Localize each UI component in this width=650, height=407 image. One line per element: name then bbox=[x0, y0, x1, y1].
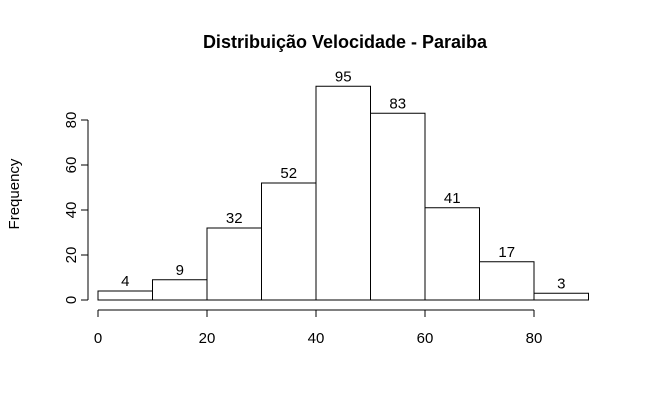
bar-value-label-4: 52 bbox=[280, 165, 297, 182]
bar-value-label-8: 17 bbox=[498, 244, 515, 261]
x-tick-label-60: 60 bbox=[417, 330, 434, 347]
bar-value-label-2: 9 bbox=[176, 262, 184, 279]
y-tick-label-20: 20 bbox=[63, 247, 80, 264]
y-tick-label-40: 40 bbox=[63, 202, 80, 219]
bar-labels-group: 4 9 32 52 95 83 41 17 3 bbox=[121, 68, 565, 292]
histogram-bar-9 bbox=[533, 292, 589, 301]
histogram-bar-7 bbox=[424, 207, 480, 301]
histogram-bar-4 bbox=[261, 182, 317, 301]
x-tick-label-40: 40 bbox=[308, 330, 325, 347]
bar-value-label-5: 95 bbox=[335, 68, 352, 85]
bar-value-label-6: 83 bbox=[389, 95, 406, 112]
chart-title: Distribuição Velocidade - Paraiba bbox=[203, 32, 488, 52]
bar-value-label-9: 3 bbox=[557, 275, 565, 292]
bar-value-label-3: 32 bbox=[226, 210, 243, 227]
histogram-bar-3 bbox=[206, 227, 262, 301]
bar-value-label-7: 41 bbox=[444, 190, 461, 207]
histogram-bar-1 bbox=[97, 290, 153, 301]
y-axis: 0 20 40 60 80 bbox=[63, 112, 89, 304]
x-tick-label-80: 80 bbox=[526, 330, 543, 347]
bar-value-label-1: 4 bbox=[121, 273, 129, 290]
histogram-bar-2 bbox=[152, 279, 208, 301]
x-tick-label-20: 20 bbox=[199, 330, 216, 347]
y-axis-label: Frequency bbox=[6, 158, 23, 229]
x-tick-label-0: 0 bbox=[94, 330, 102, 347]
x-axis: 0 20 40 60 80 bbox=[94, 309, 543, 347]
histogram-bar-6 bbox=[370, 112, 426, 301]
histogram-bar-5 bbox=[315, 85, 371, 301]
histogram-bar-8 bbox=[479, 261, 535, 301]
bars-group bbox=[97, 85, 589, 301]
y-tick-label-60: 60 bbox=[63, 157, 80, 174]
y-tick-label-80: 80 bbox=[63, 112, 80, 129]
y-tick-label-0: 0 bbox=[63, 296, 80, 304]
